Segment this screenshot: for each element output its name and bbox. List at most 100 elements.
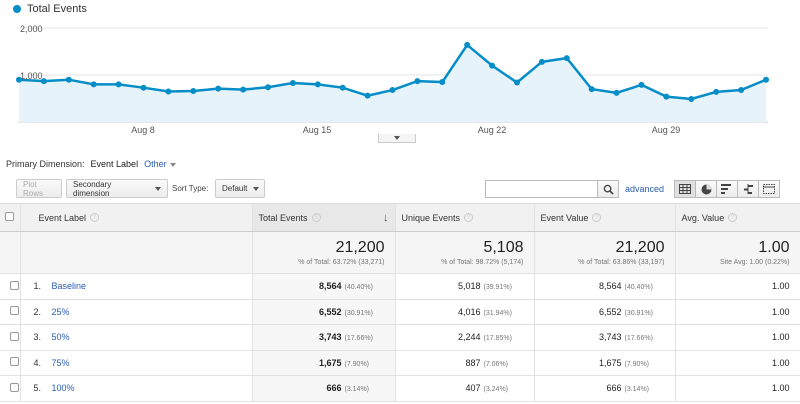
data-point[interactable] (563, 55, 570, 62)
avg-value-cell: 1.00 (675, 350, 800, 376)
header-event-value[interactable]: Event Value? (534, 203, 676, 232)
table-view-button[interactable] (674, 180, 696, 198)
data-point[interactable] (464, 41, 471, 48)
primary-dimension-label: Primary Dimension: (6, 159, 85, 169)
table-header-row: Event Label? Total Events? ↓ Unique Event… (0, 203, 800, 232)
data-point[interactable] (489, 62, 496, 69)
legend-dot-icon (13, 5, 21, 13)
data-point[interactable] (738, 87, 745, 94)
help-icon[interactable]: ? (311, 213, 321, 222)
data-point[interactable] (90, 81, 97, 88)
data-point[interactable] (514, 79, 520, 86)
bar-view-button[interactable] (716, 180, 738, 198)
event-label-cell: 5. 100% (20, 375, 253, 402)
data-point[interactable] (439, 79, 446, 86)
pie-view-button[interactable] (695, 180, 717, 198)
help-icon[interactable]: ? (464, 213, 474, 222)
pivot-view-button[interactable] (758, 180, 780, 198)
sort-type-dropdown[interactable]: Default (215, 179, 265, 198)
help-icon[interactable]: ? (728, 213, 738, 222)
data-point[interactable] (339, 84, 346, 91)
event-value-cell: 1,675 (7.90%) (534, 350, 676, 376)
data-point[interactable] (613, 89, 620, 96)
event-label-link[interactable]: 25% (51, 306, 70, 317)
event-label-link[interactable]: 75% (51, 357, 70, 368)
data-point[interactable] (538, 58, 545, 65)
total-events-pct: (17.66%) (344, 335, 373, 343)
event-label-link[interactable]: 50% (51, 332, 70, 343)
data-point[interactable] (16, 76, 22, 83)
comparison-view-button[interactable] (737, 180, 759, 198)
total-events-cell: 8,564 (40.40%) (252, 273, 396, 300)
row-checkbox[interactable] (10, 306, 19, 316)
advanced-filter-link[interactable]: advanced (625, 184, 665, 194)
event-label-link[interactable]: 100% (51, 383, 75, 394)
event-label-link[interactable]: Baseline (51, 281, 87, 292)
chart-collapse-handle[interactable] (378, 134, 416, 143)
legend-label: Total Events (27, 3, 87, 15)
totals-total-events: 21,200 % of Total: 63.72% (33,271) (252, 231, 396, 274)
row-index: 2. (33, 306, 42, 317)
data-point[interactable] (140, 84, 147, 91)
event-value-value: 8,564 (598, 281, 622, 292)
header-unique-events[interactable]: Unique Events? (395, 203, 535, 232)
row-checkbox-cell (0, 350, 21, 376)
select-all-checkbox[interactable] (5, 212, 15, 221)
data-point[interactable] (289, 79, 296, 86)
unique-events-pct: (7.06%) (483, 360, 509, 368)
data-point[interactable] (240, 86, 247, 93)
unique-events-pct: (31.94%) (483, 309, 512, 317)
row-checkbox[interactable] (10, 331, 19, 341)
table-row: 1. Baseline 8,564 (40.40%) 5,018 (39.91%) 8,56… (0, 273, 800, 300)
header-total-events[interactable]: Total Events? ↓ (252, 203, 396, 232)
data-point[interactable] (364, 92, 371, 99)
y-tick-label: 2,000 (20, 24, 43, 34)
primary-dimension-event-label[interactable]: Event Label (90, 159, 139, 169)
unique-events-cell: 887 (7.06%) (395, 350, 535, 376)
data-point[interactable] (190, 87, 197, 94)
help-icon[interactable]: ? (90, 213, 100, 222)
secondary-dimension-dropdown[interactable]: Secondary dimension (66, 179, 168, 198)
avg-value-cell: 1.00 (675, 375, 800, 402)
event-value-cell: 6,552 (30.91%) (534, 299, 676, 325)
data-point[interactable] (688, 95, 695, 102)
row-checkbox[interactable] (10, 382, 19, 392)
data-point[interactable] (115, 81, 122, 88)
chart-legend: Total Events (13, 3, 87, 15)
event-label-cell: 1. Baseline (20, 273, 253, 300)
total-events-pct: (3.14%) (344, 386, 370, 394)
data-point[interactable] (414, 78, 421, 85)
table-toolbar: Plot Rows Secondary dimension Sort Type:… (0, 176, 800, 201)
total-events-cell: 1,675 (7.90%) (252, 350, 396, 376)
search-button[interactable] (598, 180, 619, 198)
data-point[interactable] (638, 81, 645, 88)
data-point[interactable] (588, 86, 595, 93)
data-point[interactable] (763, 76, 769, 83)
unique-events-pct: (39.91%) (483, 284, 512, 292)
data-point[interactable] (40, 78, 47, 85)
row-checkbox[interactable] (10, 357, 19, 367)
table-row: 5. 100% 666 (3.14%) 407 (3.24%) 666 (3.14%) 1.00 (0, 375, 800, 402)
data-point[interactable] (165, 88, 172, 95)
data-point[interactable] (215, 85, 222, 92)
help-icon[interactable]: ? (592, 213, 602, 222)
primary-dimension-other[interactable]: Other (144, 159, 176, 169)
total-events-pct: (30.91%) (344, 309, 373, 317)
total-events-value: 3,743 (318, 332, 342, 343)
event-value-cell: 666 (3.14%) (534, 375, 676, 402)
header-event-label[interactable]: Event Label? (20, 203, 253, 232)
data-point[interactable] (663, 93, 670, 100)
data-point[interactable] (389, 87, 396, 94)
select-all-cell (0, 203, 21, 232)
unique-events-cell: 2,244 (17.85%) (395, 324, 535, 351)
header-unique-events-text: Unique Events (401, 212, 461, 223)
other-label: Other (144, 159, 167, 169)
data-point[interactable] (713, 88, 720, 95)
plot-rows-button[interactable]: Plot Rows (16, 179, 62, 198)
row-checkbox[interactable] (10, 280, 19, 290)
table-search-input[interactable] (485, 180, 598, 198)
data-point[interactable] (265, 84, 271, 91)
data-point[interactable] (314, 81, 321, 88)
header-avg-value[interactable]: Avg. Value? (675, 203, 800, 232)
data-point[interactable] (65, 76, 72, 83)
